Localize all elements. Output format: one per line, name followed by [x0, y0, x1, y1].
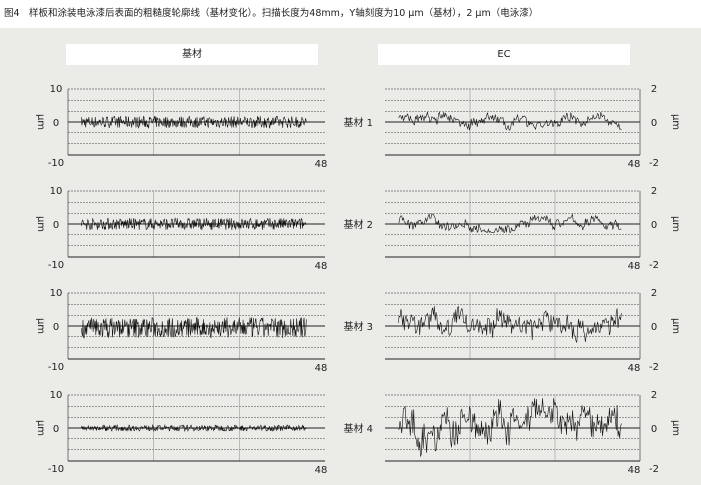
- row-label: 基材 1: [343, 116, 373, 129]
- x-tick-label: 48: [628, 465, 641, 476]
- column-header-right: EC: [378, 44, 630, 65]
- y-tick-label: 0: [651, 220, 657, 231]
- y-tick-label: 2: [651, 390, 657, 401]
- y-tick-label: 10: [50, 84, 63, 95]
- x-tick-label: 48: [315, 465, 328, 476]
- y-axis-unit: μm: [35, 318, 46, 334]
- x-tick-label: 48: [628, 363, 641, 374]
- y-tick-label: -2: [649, 158, 659, 169]
- y-tick-label: 10: [50, 288, 63, 299]
- y-tick-label: -2: [649, 464, 659, 475]
- y-tick-label: 10: [50, 390, 63, 401]
- profile-chart: [67, 190, 325, 258]
- figure-caption: 图4 样板和涂装电泳漆后表面的粗糙度轮廓线（基材变化）。扫描长度为48mm，Y轴…: [4, 8, 539, 19]
- x-tick-label: 48: [315, 363, 328, 374]
- y-tick-label: 0: [651, 118, 657, 129]
- profile-trace: [398, 111, 622, 131]
- y-tick-label: 0: [53, 424, 59, 435]
- y-axis-unit: μm: [670, 216, 681, 232]
- profile-chart: [385, 88, 641, 156]
- row-label: 基材 2: [343, 218, 373, 231]
- column-header-left: 基材: [66, 44, 318, 65]
- profile-chart: [385, 292, 641, 360]
- y-tick-label: -10: [48, 464, 64, 475]
- y-axis-unit: μm: [670, 114, 681, 130]
- y-tick-label: 0: [53, 322, 59, 333]
- profile-trace: [398, 398, 622, 457]
- y-tick-label: 0: [53, 118, 59, 129]
- x-tick-label: 48: [628, 261, 641, 272]
- y-tick-label: -2: [649, 260, 659, 271]
- profile-trace: [81, 217, 307, 231]
- x-tick-label: 48: [628, 159, 641, 170]
- y-tick-label: -10: [48, 260, 64, 271]
- profile-chart: [67, 88, 325, 156]
- y-tick-label: 2: [651, 186, 657, 197]
- y-axis-unit: μm: [670, 420, 681, 436]
- profile-chart: [385, 394, 641, 462]
- y-tick-label: 0: [53, 220, 59, 231]
- x-tick-label: 48: [315, 159, 328, 170]
- x-tick-label: 48: [315, 261, 328, 272]
- y-tick-label: 0: [651, 424, 657, 435]
- y-axis-unit: μm: [35, 420, 46, 436]
- row-label: 基材 3: [343, 320, 373, 333]
- row-label: 基材 4: [343, 422, 373, 435]
- profile-trace: [398, 305, 622, 343]
- profile-trace: [398, 213, 622, 234]
- y-axis-unit: μm: [670, 318, 681, 334]
- y-tick-label: 2: [651, 288, 657, 299]
- profile-trace: [81, 115, 307, 129]
- profile-trace: [81, 316, 307, 339]
- y-tick-label: -10: [48, 362, 64, 373]
- y-axis-unit: μm: [35, 114, 46, 130]
- y-tick-label: 0: [651, 322, 657, 333]
- y-tick-label: 10: [50, 186, 63, 197]
- profile-chart: [67, 292, 325, 360]
- profile-trace: [81, 423, 307, 433]
- y-axis-unit: μm: [35, 216, 46, 232]
- profile-chart: [385, 190, 641, 258]
- y-tick-label: -2: [649, 362, 659, 373]
- y-tick-label: 2: [651, 84, 657, 95]
- profile-chart: [67, 394, 325, 462]
- y-tick-label: -10: [48, 158, 64, 169]
